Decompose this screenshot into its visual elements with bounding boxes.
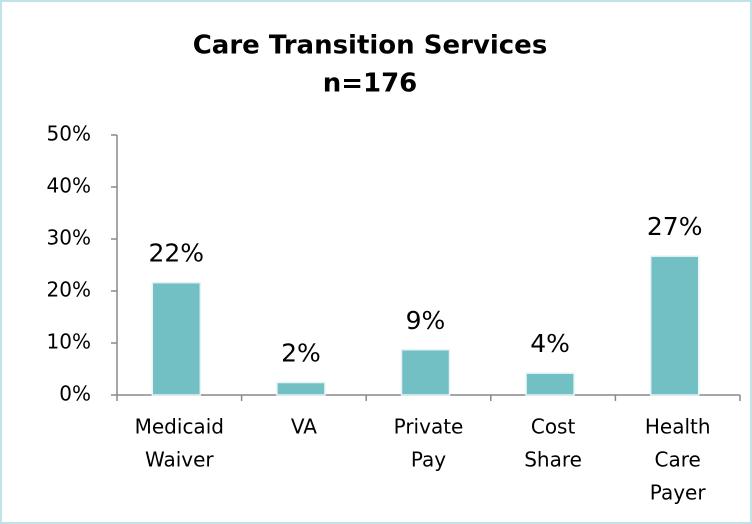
bar <box>276 381 326 396</box>
x-tick-label: Waiver <box>145 448 214 472</box>
chart-title: n=176 <box>323 69 418 99</box>
y-tick-label: 50% <box>47 122 91 146</box>
y-tick-label: 20% <box>47 278 91 302</box>
x-tick-label: Cost <box>531 415 576 439</box>
x-tick-label: Pay <box>411 448 446 472</box>
data-label: 9% <box>406 306 446 335</box>
x-tick-label: Medicaid <box>135 415 224 439</box>
x-tick-label: Payer <box>650 481 707 505</box>
data-label: 4% <box>530 329 570 358</box>
bar <box>151 281 202 396</box>
bar <box>400 349 451 396</box>
bar <box>649 255 700 396</box>
data-label: 22% <box>149 239 205 268</box>
bar <box>525 372 575 396</box>
x-tick-label: Private <box>394 415 464 439</box>
x-tick-label: Share <box>524 448 582 472</box>
x-tick-label: Care <box>655 448 701 472</box>
x-tick-label: VA <box>291 415 317 439</box>
x-tick-label: Health <box>645 415 711 439</box>
y-tick-label: 40% <box>47 174 91 198</box>
y-tick-label: 30% <box>47 226 91 250</box>
chart-title: Care Transition Services <box>193 31 548 61</box>
y-tick-label: 0% <box>59 382 91 406</box>
data-label: 27% <box>647 212 703 241</box>
data-label: 2% <box>281 339 321 368</box>
y-tick-label: 10% <box>47 330 91 354</box>
